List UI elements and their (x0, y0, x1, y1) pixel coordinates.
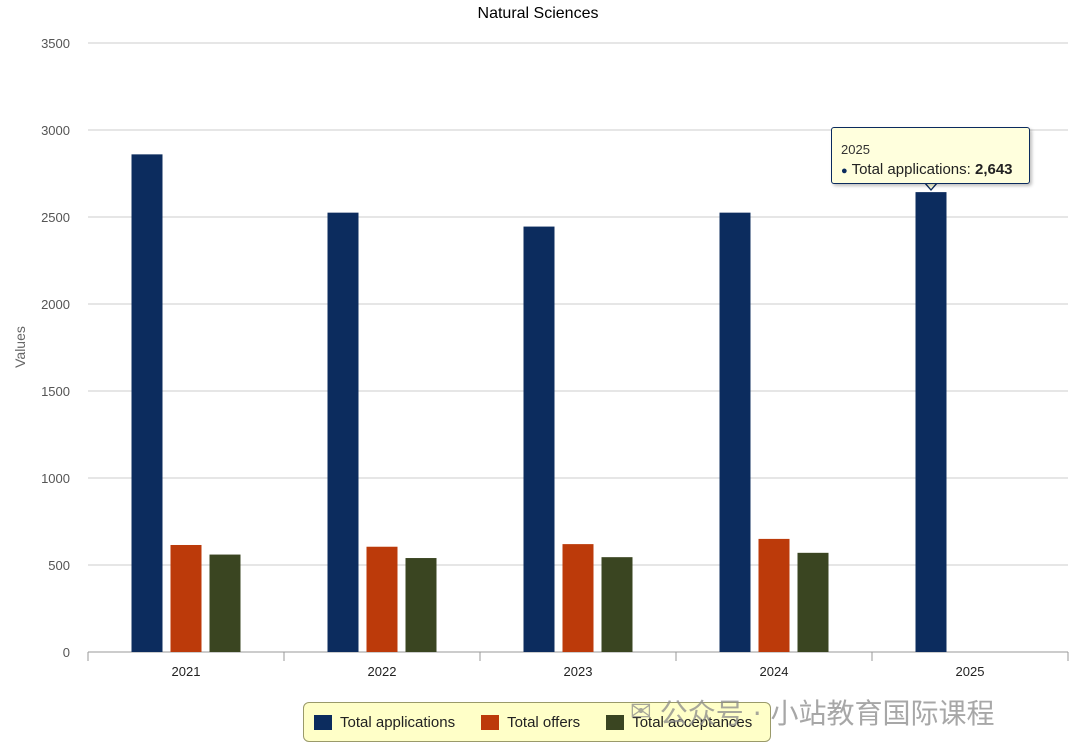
y-axis-ticks: 0 500 1000 1500 2000 2500 3000 3500 (41, 36, 70, 660)
tooltip-row: ● Total applications: 2,643 (841, 161, 1029, 178)
chart-tooltip: 2025 ● Total applications: 2,643 (831, 127, 1030, 184)
legend-swatch (606, 714, 625, 730)
y-tick-label: 2000 (41, 297, 70, 312)
tooltip-category: 2025 (841, 142, 870, 157)
x-tick-label: 2023 (564, 664, 593, 679)
y-axis-title: Values (12, 326, 28, 368)
chart-legend: Total applications Total offers Total ac… (303, 702, 771, 742)
legend-item-offers[interactable]: Total offers (481, 714, 580, 731)
legend-swatch (481, 714, 500, 730)
bar-2023-2[interactable] (601, 557, 633, 652)
bar-2021-0[interactable] (131, 154, 163, 653)
y-tick-label: 3000 (41, 123, 70, 138)
bar-2024-1[interactable] (758, 538, 790, 652)
x-tick-label: 2022 (368, 664, 397, 679)
bar-2022-2[interactable] (405, 558, 437, 652)
x-axis: 2021 2022 2023 2024 2025 (87, 652, 1069, 679)
bar-2023-1[interactable] (562, 544, 594, 652)
legend-label: Total applications (340, 713, 456, 731)
y-tick-label: 3500 (41, 36, 70, 51)
legend-label: Total offers (507, 713, 581, 731)
wechat-icon: ✉ (630, 697, 652, 727)
bar-2023-0[interactable] (523, 226, 555, 652)
watermark: ✉ 公众号 · 小站教育国际课程 (630, 692, 995, 732)
gridlines (88, 42, 1068, 653)
x-tick-label: 2024 (760, 664, 789, 679)
x-tick-label: 2025 (956, 664, 985, 679)
bar-2024-0[interactable] (719, 212, 751, 652)
legend-swatch (314, 714, 332, 730)
bar-2025-0[interactable] (915, 192, 947, 653)
y-tick-label: 1000 (41, 471, 70, 486)
chart-title: Natural Sciences (478, 5, 599, 22)
legend-item-acceptances[interactable]: Total acceptances (606, 714, 752, 731)
legend-item-applications[interactable]: Total applications (314, 714, 455, 731)
bar-2022-1[interactable] (366, 546, 398, 652)
bar-2022-0[interactable] (327, 212, 359, 652)
x-tick-label: 2021 (172, 664, 201, 679)
y-tick-label: 500 (48, 558, 70, 573)
bar-2021-2[interactable] (209, 554, 241, 652)
y-tick-label: 0 (63, 645, 70, 660)
y-tick-label: 1500 (41, 384, 70, 399)
y-tick-label: 2500 (41, 210, 70, 225)
tooltip-arrow-fill (925, 182, 937, 189)
bars[interactable] (131, 154, 947, 653)
bar-2021-1[interactable] (170, 544, 202, 652)
tooltip-bullet: ● (841, 165, 848, 177)
legend-label: Total acceptances (632, 713, 753, 731)
bar-2024-2[interactable] (797, 552, 829, 652)
tooltip-series-label: Total applications: (851, 161, 971, 178)
tooltip-value: 2,643 (974, 161, 1013, 178)
watermark-text: 公众号 · 小站教育国际课程 (659, 697, 995, 730)
